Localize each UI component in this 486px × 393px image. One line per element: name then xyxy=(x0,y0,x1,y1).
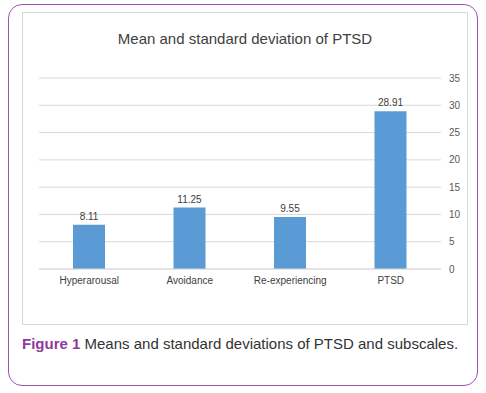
svg-text:Re-experiencing: Re-experiencing xyxy=(254,275,327,286)
svg-text:Avoidance: Avoidance xyxy=(166,275,213,286)
svg-text:11.25: 11.25 xyxy=(177,194,202,205)
svg-text:8.11: 8.11 xyxy=(80,211,99,222)
svg-text:35: 35 xyxy=(449,73,461,84)
svg-text:9.55: 9.55 xyxy=(280,203,300,214)
html-text:Figure 1 Means and standard de: Figure 1 Means and standard deviations o… xyxy=(22,335,459,352)
svg-text:20: 20 xyxy=(449,154,461,165)
svg-text:10: 10 xyxy=(449,209,461,220)
svg-text:15: 15 xyxy=(449,182,461,193)
svg-text:30: 30 xyxy=(449,100,461,111)
svg-text:28.91: 28.91 xyxy=(378,97,403,108)
svg-text:25: 25 xyxy=(449,127,461,138)
svg-text:PTSD: PTSD xyxy=(377,275,404,286)
svg-text:Hyperarousal: Hyperarousal xyxy=(60,275,119,286)
html-text:Mean and standard deviation of: Mean and standard deviation of PTSD xyxy=(117,30,373,47)
svg-text:0: 0 xyxy=(449,264,455,275)
svg-text:5: 5 xyxy=(449,236,455,247)
